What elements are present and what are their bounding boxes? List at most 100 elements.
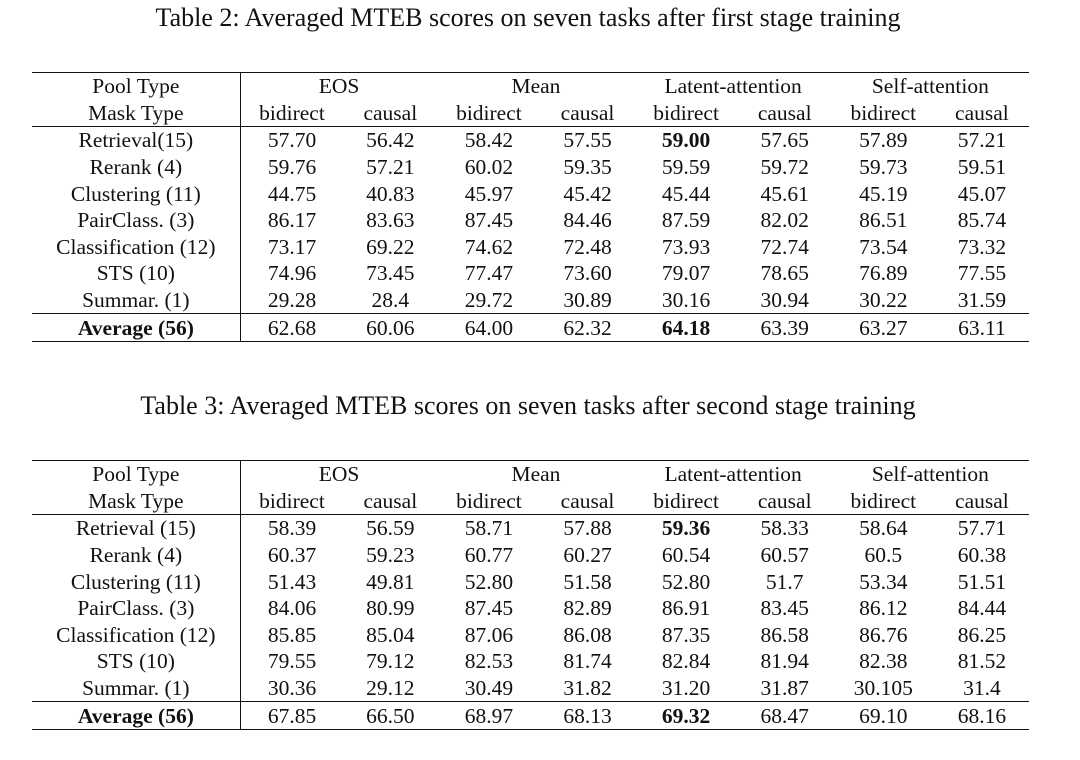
mask-type-header: bidirect bbox=[850, 100, 917, 125]
score-cell: 58.39 bbox=[240, 514, 344, 542]
score-cell: 82.38 bbox=[859, 649, 908, 674]
score-cell: 73.54 bbox=[859, 234, 908, 259]
average-score-cell: 66.50 bbox=[343, 701, 438, 730]
score-cell: 58.64 bbox=[831, 514, 935, 542]
score-cell: 56.42 bbox=[343, 126, 438, 154]
score-cell: 51.7 bbox=[765, 569, 804, 594]
score-cell: 84.44 bbox=[957, 596, 1007, 621]
average-score-cell: 64.00 bbox=[437, 313, 541, 342]
task-label: Summar. (1) bbox=[32, 286, 241, 314]
average-score-cell: 68.16 bbox=[934, 701, 1029, 730]
score-cell: 73.93 bbox=[661, 234, 711, 259]
pool-type-header-row: Pool Type EOS Mean Latent-attention Self-att… bbox=[32, 71, 1029, 100]
mask-type-label: Mask Type bbox=[32, 99, 241, 127]
score-cell: 84.06 bbox=[267, 596, 317, 621]
pool-type-header-row: Pool Type EOS Mean Latent-attention Self-att… bbox=[32, 459, 1029, 488]
score-cell: 59.76 bbox=[267, 155, 317, 180]
task-label: Summar. (1) bbox=[32, 674, 241, 702]
score-cell: 52.80 bbox=[464, 569, 514, 594]
score-cell: 57.70 bbox=[240, 126, 344, 154]
task-label: Retrieval (15) bbox=[32, 514, 241, 542]
score-cell: 57.65 bbox=[737, 126, 832, 154]
score-cell: 81.94 bbox=[760, 649, 809, 674]
score-cell: 30.36 bbox=[267, 676, 317, 701]
pool-type-label: Pool Type bbox=[32, 71, 241, 100]
table-row: Retrieval(15) 57.70 56.42 58.42 57.55 59.00 57… bbox=[32, 126, 1029, 154]
score-cell: 77.47 bbox=[464, 261, 514, 286]
score-cell: 86.17 bbox=[267, 208, 317, 233]
score-cell: 86.51 bbox=[859, 208, 908, 233]
score-cell: 57.71 bbox=[934, 514, 1029, 542]
mask-type-header: bidirect bbox=[653, 100, 719, 125]
score-cell: 29.12 bbox=[366, 676, 415, 701]
average-score-cell: 68.13 bbox=[540, 701, 635, 730]
task-label: Clustering (11) bbox=[32, 568, 241, 595]
score-cell: 59.51 bbox=[957, 155, 1007, 180]
average-score-cell: 64.18 bbox=[634, 313, 738, 342]
score-cell: 51.58 bbox=[563, 569, 612, 594]
score-cell: 29.28 bbox=[267, 288, 317, 313]
score-cell: 72.74 bbox=[760, 234, 809, 259]
average-score-cell: 69.10 bbox=[831, 701, 935, 730]
score-cell: 79.55 bbox=[267, 649, 317, 674]
table-row: Classification (12) 73.17 69.22 74.62 72.48 7… bbox=[32, 233, 1029, 261]
average-score-cell: 67.85 bbox=[240, 701, 344, 730]
score-cell: 86.12 bbox=[859, 596, 908, 621]
score-cell: 58.71 bbox=[437, 514, 541, 542]
average-score-cell: 63.39 bbox=[737, 313, 832, 342]
score-cell: 85.04 bbox=[366, 622, 415, 647]
average-score-cell: 63.27 bbox=[831, 313, 935, 342]
score-cell: 87.45 bbox=[464, 208, 514, 233]
score-cell: 86.76 bbox=[859, 622, 908, 647]
mask-type-label: Mask Type bbox=[32, 487, 241, 515]
score-cell: 60.37 bbox=[267, 543, 317, 568]
pool-type-header: Mean bbox=[437, 71, 635, 100]
score-cell: 57.21 bbox=[366, 155, 415, 180]
average-score-cell: 62.68 bbox=[240, 313, 344, 342]
score-cell: 31.20 bbox=[661, 676, 711, 701]
score-cell: 57.21 bbox=[934, 126, 1029, 154]
score-cell: 87.35 bbox=[661, 622, 711, 647]
score-cell: 72.48 bbox=[563, 234, 612, 259]
score-cell: 58.42 bbox=[437, 126, 541, 154]
score-cell: 45.19 bbox=[859, 181, 908, 206]
score-cell: 77.55 bbox=[957, 261, 1007, 286]
average-row: Average (56) 67.85 66.50 68.97 68.13 69.32 68.… bbox=[32, 701, 1029, 730]
mask-type-header: bidirect bbox=[456, 100, 522, 125]
score-cell: 57.55 bbox=[540, 126, 635, 154]
average-row: Average (56) 62.68 60.06 64.00 62.32 64.18 63.… bbox=[32, 313, 1029, 342]
score-cell: 45.42 bbox=[563, 181, 612, 206]
pool-type-header: Self-attention bbox=[831, 459, 1029, 488]
task-label: Classification (12) bbox=[32, 233, 241, 261]
score-cell: 29.72 bbox=[464, 288, 514, 313]
pool-type-header: Self-attention bbox=[831, 71, 1029, 100]
score-cell: 30.89 bbox=[563, 288, 612, 313]
score-cell: 73.45 bbox=[366, 261, 415, 286]
table-2: Pool Type EOS Mean Latent-attention Self-att… bbox=[32, 71, 1029, 342]
score-cell: 83.63 bbox=[366, 208, 415, 233]
average-score-cell: 68.97 bbox=[437, 701, 541, 730]
score-cell: 74.96 bbox=[267, 261, 317, 286]
mask-type-header: causal bbox=[560, 488, 615, 513]
mask-type-header: bidirect bbox=[653, 488, 719, 513]
score-cell: 87.59 bbox=[661, 208, 711, 233]
score-cell: 59.23 bbox=[366, 543, 415, 568]
table-3: Pool Type EOS Mean Latent-attention Self-att… bbox=[32, 459, 1029, 730]
average-score-cell: 60.06 bbox=[343, 313, 438, 342]
score-cell: 45.07 bbox=[957, 181, 1007, 206]
score-cell: 30.49 bbox=[464, 676, 514, 701]
table-row: Rerank (4) 59.76 57.21 60.02 59.35 59.59 59.72… bbox=[32, 153, 1029, 181]
score-cell: 45.44 bbox=[661, 181, 711, 206]
score-cell: 79.12 bbox=[366, 649, 415, 674]
score-cell: 85.74 bbox=[957, 208, 1007, 233]
mask-type-header: bidirect bbox=[259, 488, 325, 513]
task-label: STS (10) bbox=[32, 648, 241, 675]
average-label: Average (56) bbox=[32, 701, 241, 730]
score-cell: 45.61 bbox=[760, 181, 809, 206]
mask-type-header: bidirect bbox=[456, 488, 522, 513]
table-2-caption: Table 2: Averaged MTEB scores on seven t… bbox=[155, 3, 901, 32]
average-label: Average (56) bbox=[32, 313, 241, 342]
score-cell: 73.32 bbox=[957, 234, 1007, 259]
task-label: PairClass. (3) bbox=[32, 594, 241, 622]
score-cell: 81.52 bbox=[957, 649, 1007, 674]
